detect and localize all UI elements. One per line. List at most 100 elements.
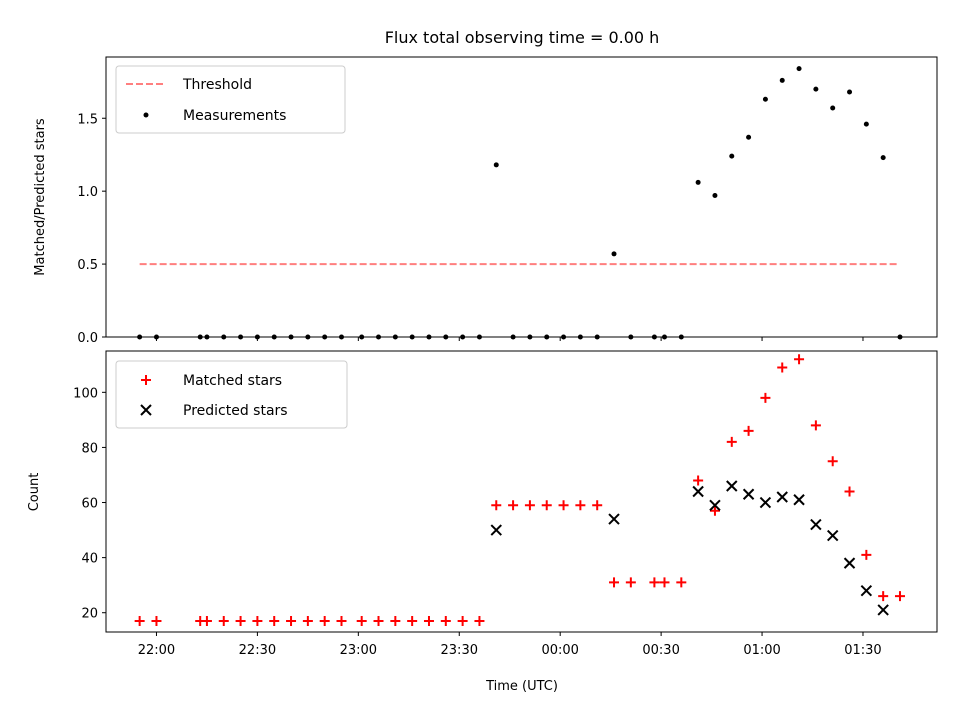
matched-star-point [356, 615, 367, 626]
matched-star-point [649, 577, 660, 588]
x-axis-label: Time (UTC) [485, 679, 558, 694]
chart-title: Flux total observing time = 0.00 h [385, 28, 660, 47]
flux-ratio-axes-frame [105, 56, 938, 338]
matched-star-point [336, 615, 347, 626]
matched-star-point [743, 425, 754, 436]
predicted-star-point [776, 491, 788, 503]
y-tick-label: 100 [73, 386, 98, 401]
matched-star-point [810, 420, 821, 431]
x-tick-label: 23:00 [340, 643, 377, 658]
predicted-star-point [826, 529, 839, 542]
x-tick-label: 22:00 [138, 643, 175, 658]
matched-star-point [319, 615, 330, 626]
star-count-panel: 20 40 60 80 100 22:00 22:30 23:00 23:30 00:00 00:… [27, 350, 938, 694]
measurement-point [729, 153, 735, 159]
predicted-star-point [793, 494, 805, 506]
flux-ratio-y-axis-label: Matched/Predicted stars [33, 118, 48, 276]
measurement-point [746, 134, 752, 140]
measurement-point [779, 77, 785, 83]
matched-star-point [252, 615, 263, 626]
matched-star-point [541, 500, 552, 511]
matched-star-point [794, 354, 805, 365]
measurement-point [813, 86, 819, 92]
measurement-point [830, 105, 836, 111]
matched-star-point [827, 456, 838, 467]
matched-star-point [440, 615, 451, 626]
x-tick-label: 23:30 [441, 643, 478, 658]
matched-star-point [151, 615, 162, 626]
legend-box [115, 65, 346, 134]
legend-predicted-label: Predicted stars [183, 403, 288, 419]
x-tick-label: 22:30 [239, 643, 276, 658]
matched-star-point [676, 577, 687, 588]
star-count-axes-frame [105, 350, 938, 633]
matched-star-point [423, 615, 434, 626]
predicted-star-point [742, 488, 755, 500]
measurement-point [880, 155, 886, 161]
matched-star-point [878, 591, 889, 602]
matched-star-point [474, 615, 485, 626]
matched-star-point [269, 615, 280, 626]
matched-star-point [760, 392, 771, 403]
predicted-star-point [860, 584, 873, 597]
legend-predicted-swatch [140, 404, 152, 416]
predicted-star-point [490, 524, 502, 536]
measurement-point [762, 96, 768, 102]
matched-star-point [134, 615, 145, 626]
matched-star-point [693, 475, 704, 486]
legend-box [115, 360, 348, 429]
measurement-point [493, 162, 499, 168]
predicted-star-point [810, 518, 822, 531]
matched-star-point [609, 577, 620, 588]
matched-star-point [302, 615, 313, 626]
matched-star-point [726, 436, 737, 447]
star-count-legend: Matched stars Predicted stars [115, 360, 348, 429]
matched-star-point [373, 615, 384, 626]
matched-star-point [407, 615, 418, 626]
y-tick-label: 60 [81, 497, 98, 512]
matched-star-point [861, 549, 872, 560]
measurement-point [695, 179, 701, 185]
y-tick-label: 20 [81, 607, 98, 622]
matched-star-point [894, 591, 905, 602]
star-count-y-ticks: 20 40 60 80 100 [73, 386, 106, 622]
flux-ratio-legend: Threshold Measurements [115, 65, 346, 134]
matched-star-point [390, 615, 401, 626]
legend-measurements-swatch [143, 112, 149, 118]
matched-star-point [777, 362, 788, 373]
matched-star-point [508, 500, 519, 511]
predicted-star-point [709, 499, 721, 511]
legend-threshold-label: Threshold [182, 77, 252, 93]
star-count-y-axis-label: Count [27, 473, 42, 512]
measurement-point [847, 89, 853, 95]
matched-star-point [592, 500, 603, 511]
y-tick-label: 80 [81, 441, 98, 456]
legend-measurements-label: Measurements [183, 108, 286, 124]
measurement-point [712, 193, 718, 199]
measurement-point [863, 121, 869, 127]
matched-star-point [659, 577, 670, 588]
x-tick-label: 01:00 [743, 643, 780, 658]
matched-star-point [235, 615, 246, 626]
y-tick-label: 0.0 [77, 331, 98, 346]
predicted-star-point [692, 485, 704, 498]
matched-star-point [201, 615, 212, 626]
predicted-star-point [726, 480, 738, 492]
flux-ratio-x-ticks [155, 337, 864, 341]
flux-ratio-panel: 0.0 0.5 1.0 1.5 Matched/Predicted stars Thr… [33, 56, 938, 346]
matched-star-point [625, 577, 636, 588]
predicted-star-point [608, 513, 620, 525]
matched-star-point [491, 500, 502, 511]
matched-star-point [558, 500, 569, 511]
predicted-star-point [759, 496, 772, 509]
legend-matched-label: Matched stars [183, 373, 282, 389]
y-tick-label: 1.5 [77, 112, 98, 127]
star-count-plot-area [134, 354, 905, 626]
matched-star-point [709, 505, 720, 516]
y-tick-label: 1.0 [77, 185, 98, 200]
matched-star-point [457, 615, 468, 626]
x-tick-label: 00:30 [642, 643, 679, 658]
x-tick-label: 01:30 [844, 643, 881, 658]
legend-matched-swatch [141, 375, 151, 385]
